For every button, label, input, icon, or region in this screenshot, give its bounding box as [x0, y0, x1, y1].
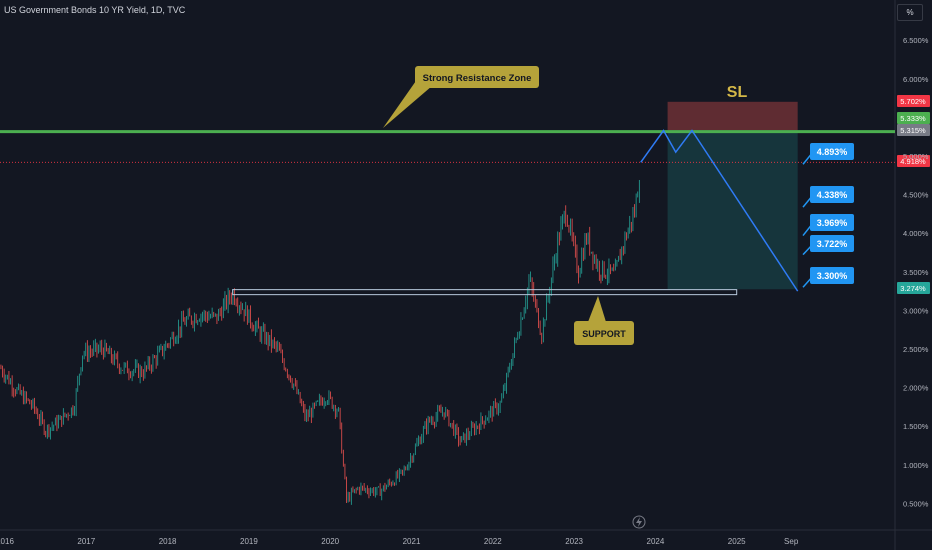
x-tick-label: 2023: [565, 537, 583, 546]
price-tag-box: [897, 112, 930, 124]
x-tick-label: Sep: [784, 537, 799, 546]
price-tag-box: [897, 95, 930, 107]
resistance-callout-box: [415, 66, 539, 88]
target-box: [810, 214, 854, 231]
support-callout-pointer: [588, 296, 606, 322]
resistance-callout: Strong Resistance Zone: [383, 66, 539, 128]
y-tick-label: 5.000%: [903, 152, 929, 161]
y-tick-label: 3.000%: [903, 306, 929, 315]
target-value: 4.338%: [817, 190, 848, 200]
x-tick-label: 2019: [240, 537, 258, 546]
y-tick-label: 1.500%: [903, 422, 929, 431]
target-callout: 4.338%: [802, 186, 854, 208]
y-tick-label: 2.500%: [903, 345, 929, 354]
y-tick-label: 4.500%: [903, 191, 929, 200]
unit-toggle[interactable]: %: [897, 4, 923, 21]
price-tag-value: 5.333%: [900, 114, 926, 123]
target-callout: 4.893%: [802, 143, 854, 165]
price-tag-box: [897, 124, 930, 136]
x-tick-label: 2016: [0, 537, 14, 546]
take-profit-zone: [667, 130, 798, 290]
price-tag-value: 5.315%: [900, 126, 926, 135]
projection-path: [640, 129, 799, 292]
axis-layer: 0.500% 1.000% 1.500% 2.000% 2.500% 3.000% 3.50…: [0, 36, 929, 546]
lightning-icon-ring: [632, 515, 646, 529]
x-tick-label: 2017: [77, 537, 95, 546]
resistance-callout-pointer: [383, 78, 432, 128]
support-callout: SUPPORT: [574, 296, 634, 345]
target-callout: 3.722%: [802, 235, 854, 256]
price-tag-value: 3.274%: [900, 284, 926, 293]
price-tag: 4.918%: [897, 155, 930, 167]
y-tick-label: 2.000%: [903, 384, 929, 393]
candles-layer: [0, 179, 640, 505]
price-tag: 5.315%: [897, 124, 930, 136]
target-callout: 3.969%: [802, 214, 854, 237]
target-box: [810, 186, 854, 203]
x-tick-label: 2018: [159, 537, 177, 546]
x-tick-label: 2024: [647, 537, 665, 546]
support-box: [232, 289, 738, 296]
sl-label: SL: [727, 84, 748, 101]
lightning-icon[interactable]: [632, 515, 646, 529]
support-label: SUPPORT: [582, 329, 626, 339]
target-value: 3.722%: [817, 239, 848, 249]
target-value: 4.893%: [817, 147, 848, 157]
levels-layer: [0, 129, 895, 296]
resistance-label: Strong Resistance Zone: [423, 73, 532, 84]
target-box: [810, 143, 854, 160]
chart-title: US Government Bonds 10 YR Yield, 1D, TVC: [4, 5, 186, 15]
price-tag-value: 5.702%: [900, 97, 926, 106]
target-box: [810, 235, 854, 252]
support-callout-box: [574, 321, 634, 345]
target-callout: 3.300%: [802, 267, 854, 288]
price-tag-box: [897, 282, 930, 294]
annotations-layer: Strong Resistance Zone SUPPORT SL 4.893% 4.3…: [383, 66, 930, 529]
x-tick-label: 2022: [484, 537, 502, 546]
x-tick-label: 2025: [728, 537, 746, 546]
price-tag: 5.333%: [897, 112, 930, 124]
x-tick-label: 2020: [321, 537, 339, 546]
y-tick-label: 1.000%: [903, 461, 929, 470]
y-tick-label: 0.500%: [903, 499, 929, 508]
price-tag: 3.274%: [897, 282, 930, 294]
price-tag: 5.702%: [897, 95, 930, 107]
lightning-icon-bolt: [636, 517, 642, 527]
stop-loss-zone: [667, 101, 798, 131]
target-value: 3.969%: [817, 218, 848, 228]
target-box: [810, 267, 854, 284]
y-tick-label: 6.500%: [903, 36, 929, 45]
x-tick-label: 2021: [403, 537, 421, 546]
trade-zone-layer: [667, 101, 798, 290]
price-tag-value: 4.918%: [900, 157, 926, 166]
target-value: 3.300%: [817, 271, 848, 281]
y-tick-label: 4.000%: [903, 229, 929, 238]
price-tag-box: [897, 155, 930, 167]
y-tick-label: 6.000%: [903, 75, 929, 84]
y-tick-label: 3.500%: [903, 268, 929, 277]
